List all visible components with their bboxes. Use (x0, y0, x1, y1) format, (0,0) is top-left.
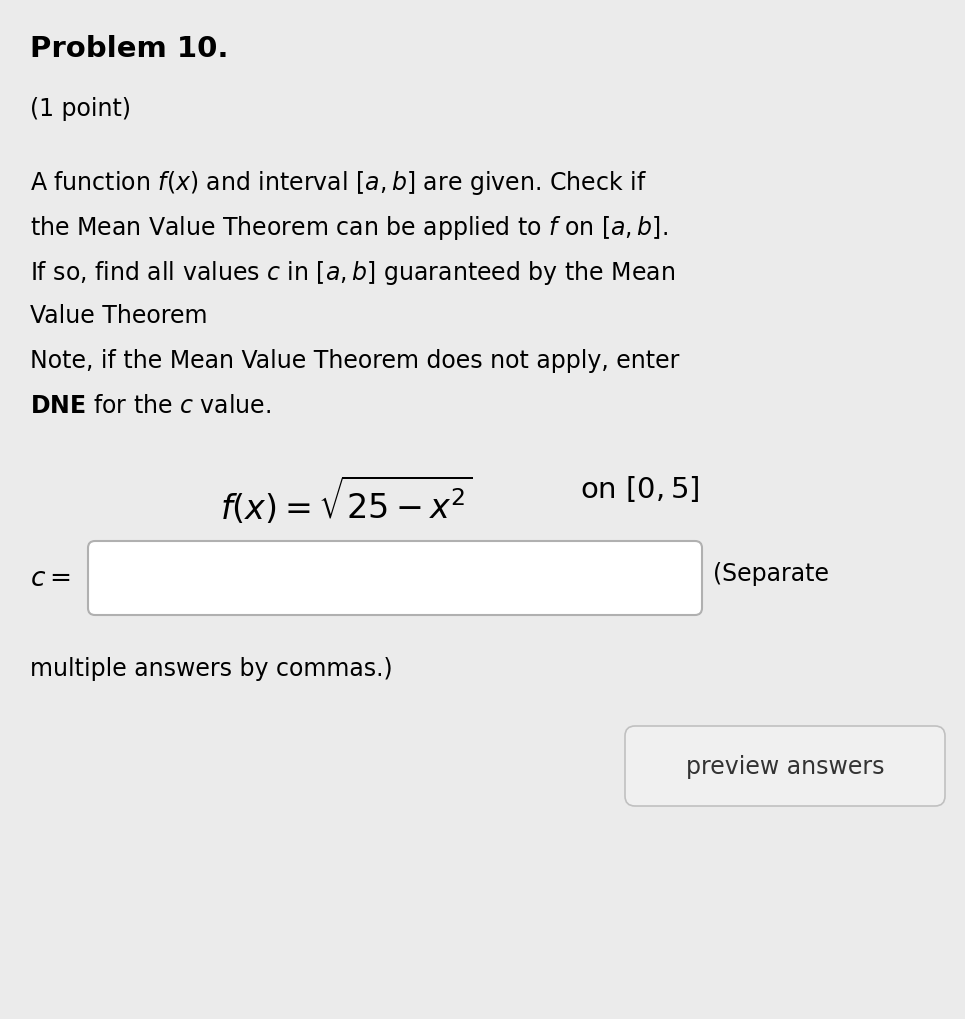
Text: $c =$: $c =$ (30, 566, 70, 591)
FancyBboxPatch shape (625, 727, 945, 806)
Text: multiple answers by commas.): multiple answers by commas.) (30, 656, 393, 681)
Text: preview answers: preview answers (686, 754, 884, 779)
FancyBboxPatch shape (88, 541, 702, 615)
Text: the Mean Value Theorem can be applied to $f$ on $[a, b]$.: the Mean Value Theorem can be applied to… (30, 214, 668, 242)
Text: A function $f(x)$ and interval $[a, b]$ are given. Check if: A function $f(x)$ and interval $[a, b]$ … (30, 169, 647, 197)
Text: Note, if the Mean Value Theorem does not apply, enter: Note, if the Mean Value Theorem does not… (30, 348, 679, 373)
Text: Problem 10.: Problem 10. (30, 35, 229, 63)
Text: $f(x) = \sqrt{25 - x^2}$: $f(x) = \sqrt{25 - x^2}$ (220, 474, 473, 526)
Text: If so, find all values $c$ in $[a, b]$ guaranteed by the Mean: If so, find all values $c$ in $[a, b]$ g… (30, 259, 675, 286)
Text: (1 point): (1 point) (30, 97, 131, 121)
Text: $\mathbf{DNE}$ for the $c$ value.: $\mathbf{DNE}$ for the $c$ value. (30, 393, 271, 418)
Text: Value Theorem: Value Theorem (30, 304, 207, 328)
Text: (Separate: (Separate (713, 561, 829, 586)
Text: on $[0, 5]$: on $[0, 5]$ (580, 474, 700, 503)
